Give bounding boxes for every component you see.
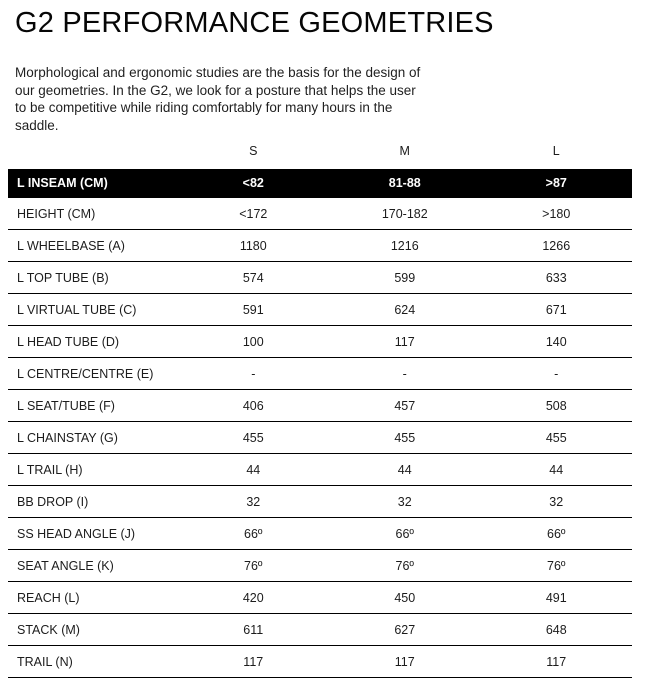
page-title: G2 PERFORMANCE GEOMETRIES — [15, 7, 494, 39]
table-row: REACH (L) 420 450 491 — [8, 582, 632, 614]
row-value: 117 — [243, 654, 264, 669]
row-label: L CHAINSTAY (G) — [17, 430, 118, 445]
intro-line: to be competitive while riding comfortab… — [15, 100, 393, 116]
table-row: BB DROP (I) 32 32 32 — [8, 486, 632, 518]
row-value: - — [251, 366, 256, 381]
table-row: TRAIL (N) 117 117 117 — [8, 646, 632, 678]
table-row: L SEAT/TUBE (F) 406 457 508 — [8, 390, 632, 422]
table-row: L VIRTUAL TUBE (C) 591 624 671 — [8, 294, 632, 326]
table-row: STACK (M) 611 627 648 — [8, 614, 632, 646]
size-header-row: S M L — [8, 140, 632, 169]
row-value: <172 — [239, 206, 268, 221]
table-row: SEAT ANGLE (K) 76º 76º 76º — [8, 550, 632, 582]
row-label: L VIRTUAL TUBE (C) — [17, 302, 137, 317]
row-label: L TRAIL (H) — [17, 462, 83, 477]
row-value: 81-88 — [388, 176, 421, 191]
row-value: 117 — [394, 654, 415, 669]
row-label: REACH (L) — [17, 590, 80, 605]
row-label: L HEAD TUBE (D) — [17, 334, 120, 349]
row-label: SEAT ANGLE (K) — [17, 558, 114, 573]
row-value: 648 — [545, 622, 567, 637]
row-label: L WHEELBASE (A) — [17, 238, 125, 253]
table-row: HEIGHT (CM) <172 170-182 >180 — [8, 198, 632, 230]
size-header-s: S — [249, 144, 258, 159]
row-value: 627 — [394, 622, 416, 637]
row-value: 100 — [242, 334, 264, 349]
row-label: L INSEAM (CM) — [17, 176, 108, 191]
row-value: 671 — [545, 302, 567, 317]
row-value: 455 — [545, 430, 567, 445]
size-header: S M L — [8, 140, 632, 169]
row-value: >180 — [542, 206, 571, 221]
row-value: 599 — [394, 270, 416, 285]
table-row: L CENTRE/CENTRE (E) - - - — [8, 358, 632, 390]
intro-paragraph: Morphological and ergonomic studies are … — [15, 64, 645, 134]
intro-line: saddle. — [15, 117, 59, 133]
table-row: L HEAD TUBE (D) 100 117 140 — [8, 326, 632, 358]
row-label: BB DROP (I) — [17, 494, 89, 509]
intro-line: our geometries. In the G2, we look for a… — [15, 82, 416, 98]
row-label: TRAIL (N) — [17, 654, 73, 669]
row-label: STACK (M) — [17, 622, 80, 637]
row-value: 420 — [242, 590, 264, 605]
row-value: 140 — [545, 334, 567, 349]
size-header-m: M — [399, 144, 410, 159]
row-value: <82 — [242, 176, 264, 191]
row-value: 611 — [243, 622, 264, 637]
row-label: L TOP TUBE (B) — [17, 270, 109, 285]
table-row-highlight: L INSEAM (CM) <82 81-88 >87 — [8, 169, 632, 198]
row-label: L CENTRE/CENTRE (E) — [17, 366, 154, 381]
row-value: 450 — [394, 590, 416, 605]
row-value: 66º — [395, 526, 414, 541]
geometry-table-body: L INSEAM (CM) <82 81-88 >87 HEIGHT (CM) <172 1… — [8, 169, 632, 678]
table-row: L WHEELBASE (A) 1180 1216 1266 — [8, 230, 632, 262]
row-value: 76º — [244, 558, 263, 573]
row-value: 66º — [244, 526, 263, 541]
geometry-table: S M L L INSEAM (CM) <82 81-88 >87 HEIGHT (CM… — [8, 140, 632, 678]
row-value: 633 — [545, 270, 567, 285]
row-value: 117 — [394, 334, 415, 349]
row-value: 624 — [394, 302, 416, 317]
row-value: 508 — [545, 398, 567, 413]
row-label: SS HEAD ANGLE (J) — [17, 526, 136, 541]
row-value: - — [554, 366, 559, 381]
row-value: 32 — [246, 494, 261, 509]
size-header-l: L — [552, 144, 560, 159]
row-value: 44 — [246, 462, 261, 477]
row-value: 32 — [397, 494, 412, 509]
row-value: 457 — [394, 398, 416, 413]
table-row: L TOP TUBE (B) 574 599 633 — [8, 262, 632, 294]
row-value: 66º — [547, 526, 566, 541]
size-header-empty-cell — [8, 140, 178, 169]
row-value: 44 — [549, 462, 564, 477]
row-value: 1180 — [239, 238, 267, 253]
geometry-page: G2 PERFORMANCE GEOMETRIES Morphological … — [0, 9, 645, 678]
table-row: L TRAIL (H) 44 44 44 — [8, 454, 632, 486]
row-value: >87 — [545, 176, 567, 191]
row-value: 1266 — [542, 238, 571, 253]
row-value: 44 — [397, 462, 412, 477]
row-value: 32 — [549, 494, 564, 509]
row-value: 574 — [242, 270, 264, 285]
row-label: HEIGHT (CM) — [17, 206, 96, 221]
row-value: - — [402, 366, 407, 381]
row-value: 455 — [242, 430, 264, 445]
row-label: L SEAT/TUBE (F) — [17, 398, 115, 413]
row-value: 1216 — [390, 238, 419, 253]
row-value: 76º — [547, 558, 566, 573]
row-value: 406 — [242, 398, 264, 413]
row-value: 455 — [394, 430, 416, 445]
table-row: SS HEAD ANGLE (J) 66º 66º 66º — [8, 518, 632, 550]
row-value: 591 — [242, 302, 264, 317]
row-value: 76º — [395, 558, 414, 573]
table-row: L CHAINSTAY (G) 455 455 455 — [8, 422, 632, 454]
row-value: 117 — [546, 654, 567, 669]
row-value: 170-182 — [381, 206, 428, 221]
intro-line: Morphological and ergonomic studies are … — [15, 65, 421, 80]
row-value: 491 — [545, 590, 567, 605]
